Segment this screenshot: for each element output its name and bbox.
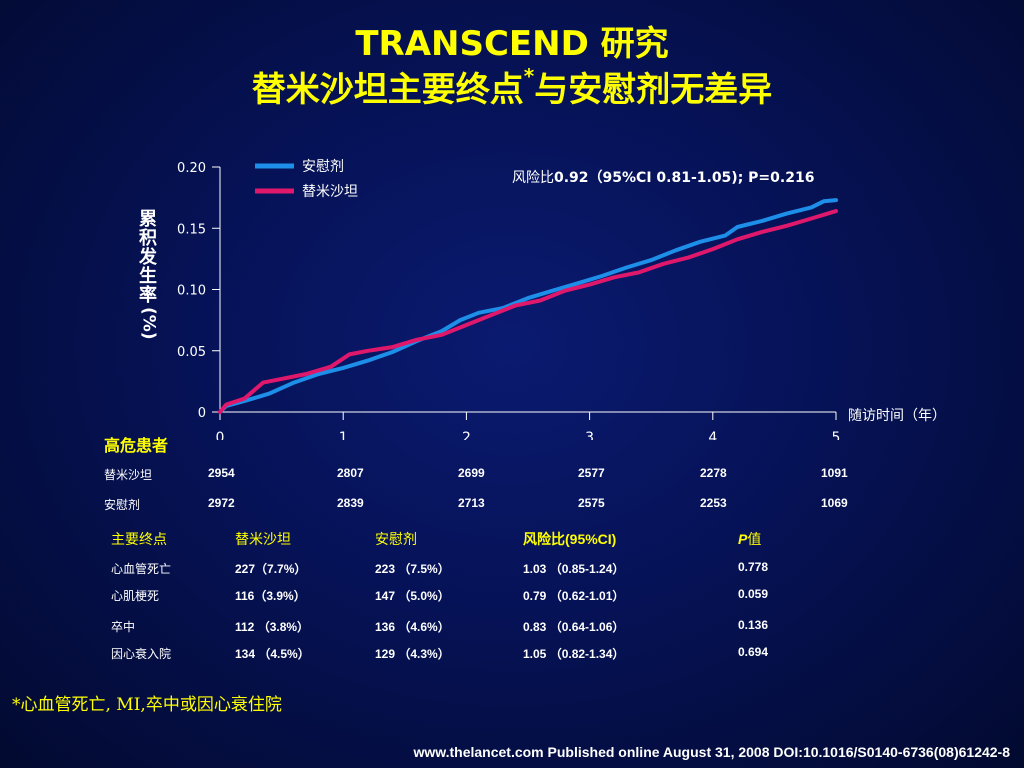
endpoint-header-p: P值 (738, 531, 762, 548)
endpoint-cell: 0.79 （0.62-1.01） (523, 589, 625, 603)
risk-table-title: 高危患者 (104, 436, 169, 455)
risk-row-label: 替米沙坦 (104, 468, 153, 482)
endpoint-cell: 0.136 (738, 618, 769, 632)
title-line-2-main: 替米沙坦主要终点 (251, 70, 524, 110)
citation: www.thelancet.com Published online Augus… (413, 744, 1010, 760)
x-tick-label: 4 (708, 430, 717, 440)
chart-axes: 0 1 2 3 4 5 0 0.05 0.10 0.15 0.20 (177, 161, 840, 440)
endpoint-row-label: 心血管死亡 (111, 562, 172, 576)
endpoint-cell: 0.83 （0.64-1.06） (523, 620, 625, 634)
series-line-telmisartan (218, 209, 838, 414)
endpoint-cell: 0.059 (738, 587, 769, 601)
endpoint-row-label: 因心衰入院 (111, 647, 172, 661)
endpoint-header: 安慰剂 (375, 532, 417, 548)
risk-cell: 2807 (337, 466, 364, 480)
endpoint-cell: 0.778 (738, 560, 769, 574)
y-tick-label: 0.20 (177, 161, 206, 176)
endpoint-header: 主要终点 (111, 532, 167, 548)
legend-label: 替米沙坦 (302, 184, 358, 200)
title-line-2: 替米沙坦主要终点*与安慰剂无差异 (0, 62, 1024, 111)
chart-series (218, 198, 838, 414)
endpoint-header: 替米沙坦 (235, 532, 291, 548)
x-tick-label: 5 (832, 430, 841, 440)
series-line-placebo (218, 198, 838, 414)
endpoint-header: 风险比(95%CI) (523, 531, 617, 547)
risk-row-label: 安慰剂 (104, 498, 141, 512)
legend-label: 安慰剂 (302, 158, 344, 175)
endpoint-cell: 0.694 (738, 645, 769, 659)
risk-cell: 2954 (208, 466, 235, 480)
footnote: *心血管死亡, MI,卒中或因心衰住院 (12, 695, 282, 715)
risk-cell: 2575 (578, 496, 605, 510)
risk-cell: 1069 (821, 496, 848, 510)
x-tick-label: 0 (216, 430, 225, 440)
endpoint-cell: 147 （5.0%） (375, 589, 450, 603)
endpoint-cell: 136 （4.6%） (375, 620, 450, 634)
endpoint-cell: 112 （3.8%） (235, 620, 310, 634)
risk-cell: 2699 (458, 466, 485, 480)
x-tick-label: 1 (339, 430, 348, 440)
x-tick-label: 3 (585, 430, 594, 440)
title-line-1: TRANSCEND 研究 (355, 24, 669, 64)
endpoint-cell: 227（7.7%） (235, 562, 307, 576)
risk-cell: 2278 (700, 466, 727, 480)
endpoint-cell: 1.03 （0.85-1.24） (523, 562, 625, 576)
endpoint-cell: 1.05 （0.82-1.34） (523, 647, 625, 661)
risk-cell: 2839 (337, 496, 364, 510)
hazard-ratio-label: 风险比0.92（95%CI 0.81-1.05); P=0.216 (512, 170, 814, 186)
risk-cell: 2577 (578, 466, 605, 480)
risk-cell: 1091 (821, 466, 848, 480)
endpoint-row-label: 卒中 (111, 620, 136, 634)
y-tick-label: 0.15 (177, 222, 206, 237)
risk-cell: 2713 (458, 496, 485, 510)
endpoint-cell: 134 （4.5%） (235, 647, 310, 661)
risk-cell: 2253 (700, 496, 727, 510)
y-tick-label: 0 (198, 406, 206, 421)
title-asterisk: * (523, 64, 535, 88)
risk-cell: 2972 (208, 496, 235, 510)
endpoint-cell: 116（3.9%） (235, 589, 306, 603)
y-axis-label: 累积发生率 (%) (138, 209, 159, 340)
endpoint-cell: 223 （7.5%） (375, 562, 450, 576)
y-tick-label: 0.10 (177, 284, 206, 299)
x-tick-label: 2 (462, 430, 471, 440)
y-tick-label: 0.05 (177, 345, 206, 360)
x-axis-label: 随访时间（年） (848, 408, 946, 424)
title-line-2-rest: 与安慰剂无差异 (534, 70, 773, 110)
endpoint-cell: 129 （4.3%） (375, 647, 450, 661)
endpoint-row-label: 心肌梗死 (111, 589, 160, 603)
